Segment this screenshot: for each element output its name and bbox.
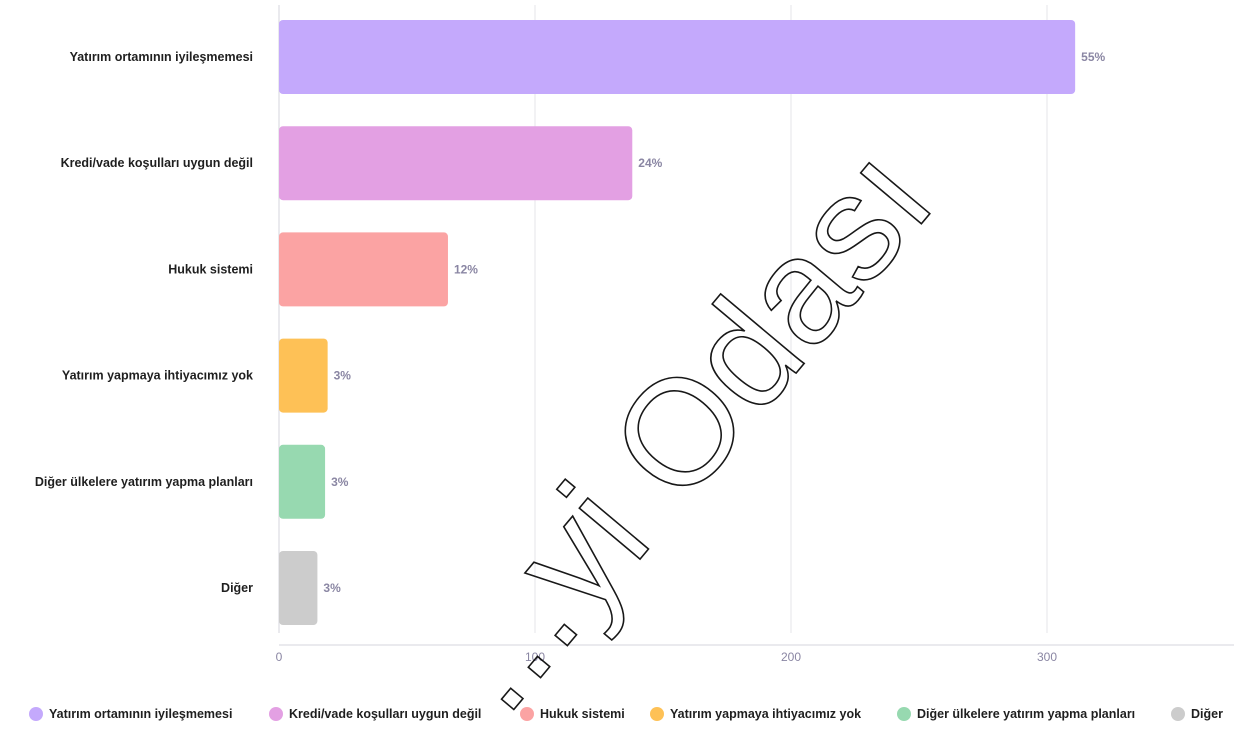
labels-layer: Yatırım ortamının iyileşmemesi 55% Kredi/v… xyxy=(35,50,1106,595)
bar xyxy=(279,551,318,625)
bar xyxy=(279,126,633,201)
legend-marker xyxy=(897,707,911,721)
legend-label: Yatırım yapmaya ihtiyacımız yok xyxy=(670,707,861,721)
category-label: Yatırım yapmaya ihtiyacımız yok xyxy=(62,369,253,383)
category-label: Diğer xyxy=(221,581,253,595)
category-label: Yatırım ortamının iyileşmemesi xyxy=(70,50,253,64)
x-tick-label: 300 xyxy=(1037,650,1057,664)
bar xyxy=(279,20,1076,94)
x-tick-label: 0 xyxy=(276,650,283,664)
legend-label: Diğer ülkelere yatırım yapma planları xyxy=(917,707,1135,721)
legend-label: Yatırım ortamının iyileşmemesi xyxy=(49,707,232,721)
bar xyxy=(279,338,328,413)
legend-marker xyxy=(650,707,664,721)
x-tick-label: 200 xyxy=(781,650,801,664)
data-label: 3% xyxy=(334,369,352,383)
bars-layer xyxy=(279,20,1076,625)
x-axis: 0 100 200 300 xyxy=(276,644,1234,664)
legend-marker xyxy=(520,707,534,721)
watermark: ...yi Odası xyxy=(400,115,964,731)
x-tick-label: 100 xyxy=(525,650,545,664)
data-label: 12% xyxy=(454,262,478,276)
legend-label: Kredi/vade koşulları uygun değil xyxy=(289,707,481,721)
legend-marker xyxy=(1171,707,1185,721)
bar xyxy=(279,444,326,519)
legend-marker xyxy=(269,707,283,721)
data-label: 3% xyxy=(323,581,341,595)
legend-label: Hukuk sistemi xyxy=(540,707,625,721)
bar xyxy=(279,232,448,307)
category-label: Diğer ülkelere yatırım yapma planları xyxy=(35,475,253,489)
data-label: 24% xyxy=(638,156,662,170)
legend-label: Diğer xyxy=(1191,707,1223,721)
legend-marker xyxy=(29,707,43,721)
data-label: 3% xyxy=(331,475,349,489)
data-label: 55% xyxy=(1081,50,1105,64)
watermark-text: ...yi Odası xyxy=(401,115,964,731)
grid-layer xyxy=(278,5,1048,633)
category-label: Hukuk sistemi xyxy=(168,262,253,276)
category-label: Kredi/vade koşulları uygun değil xyxy=(61,156,253,170)
legend: Yatırım ortamının iyileşmemesi Kredi/vade… xyxy=(29,707,1223,721)
